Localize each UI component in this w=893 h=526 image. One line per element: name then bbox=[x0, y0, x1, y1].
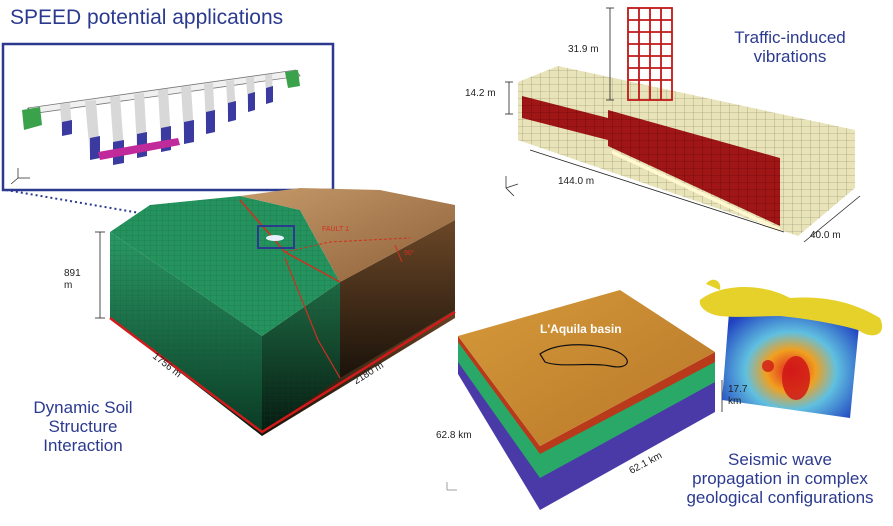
dim-aquila-depth-unit: km bbox=[728, 396, 742, 407]
base-edge bbox=[109, 310, 456, 434]
axis-glyph-aquila bbox=[446, 482, 457, 491]
caption-traffic-line2: vibrations bbox=[753, 47, 827, 66]
caption-dssi: Dynamic Soil Structure Interaction bbox=[18, 398, 148, 455]
dim-traffic-length: 144.0 m bbox=[558, 176, 595, 187]
angle-label: 90° bbox=[404, 250, 415, 257]
tunnel-section-left bbox=[522, 96, 608, 140]
dim-building-height: 31.9 m bbox=[568, 44, 599, 55]
page-title: SPEED potential applications bbox=[10, 6, 284, 29]
caption-dssi-line2: Structure bbox=[48, 417, 118, 436]
basin-label: L'Aquila basin bbox=[540, 322, 622, 336]
axis-glyph-traffic bbox=[505, 176, 519, 197]
abutment-right bbox=[285, 70, 300, 88]
caption-seismic-line3: geological configurations bbox=[686, 488, 874, 507]
aquila-basin-block bbox=[446, 290, 723, 510]
dim-aquila-side-a: 62.8 km bbox=[436, 430, 472, 441]
dim-traffic-width: 40.0 m bbox=[810, 230, 841, 241]
caption-seismic: Seismic wave propagation in complex geol… bbox=[670, 450, 890, 507]
viaduct-inset bbox=[1, 42, 335, 192]
caption-seismic-line1: Seismic wave bbox=[728, 450, 832, 469]
viaduct-location-box bbox=[257, 225, 295, 249]
caption-dssi-line1: Dynamic Soil bbox=[33, 398, 133, 417]
connecting-beam bbox=[98, 138, 180, 160]
basin-shape-3d bbox=[699, 286, 883, 336]
seismic-heatmap bbox=[699, 279, 883, 418]
caption-traffic: Traffic-induced vibrations bbox=[710, 28, 870, 66]
abutment-left bbox=[22, 107, 42, 130]
traffic-model bbox=[505, 7, 861, 243]
fault-label: FAULT 1 bbox=[322, 226, 349, 233]
caption-traffic-line1: Traffic-induced bbox=[734, 28, 846, 47]
dim-dssi-depth: 891 m bbox=[64, 268, 81, 292]
traffic-dimensions bbox=[505, 7, 861, 243]
dssi-terrain-block bbox=[109, 188, 456, 436]
basin-outline bbox=[539, 344, 628, 368]
dim-aquila-depth-value: 17.7 bbox=[728, 384, 748, 395]
dim-tunnel-height: 14.2 m bbox=[465, 88, 496, 99]
caption-seismic-line2: propagation in complex bbox=[692, 469, 868, 488]
tunnel-section-main bbox=[608, 110, 780, 226]
dim-aquila-depth: 17.7 km bbox=[728, 384, 747, 408]
bridge-piers bbox=[60, 74, 273, 165]
caption-dssi-line3: Interaction bbox=[43, 436, 123, 455]
dim-dssi-depth-unit: m bbox=[64, 280, 73, 291]
building-frame bbox=[627, 7, 673, 101]
dssi-depth-dimension bbox=[95, 231, 105, 319]
dim-dssi-depth-value: 891 bbox=[64, 268, 81, 279]
axis-glyph-inset bbox=[10, 168, 30, 185]
